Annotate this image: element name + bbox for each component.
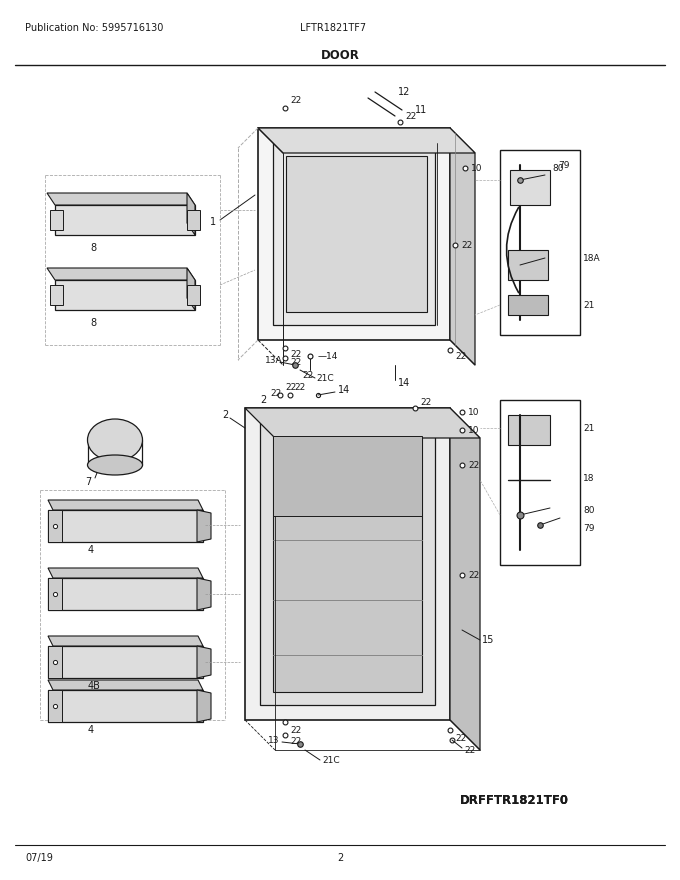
Text: 22: 22: [405, 112, 416, 121]
Text: 10: 10: [471, 164, 483, 172]
Text: —14: —14: [318, 351, 339, 361]
Polygon shape: [187, 268, 195, 310]
Polygon shape: [245, 408, 450, 720]
Polygon shape: [197, 510, 211, 542]
Text: 21: 21: [583, 300, 594, 310]
Text: 13A: 13A: [265, 356, 283, 364]
Ellipse shape: [88, 419, 143, 461]
Text: 4: 4: [88, 725, 94, 735]
Text: 18: 18: [583, 473, 594, 482]
Ellipse shape: [88, 455, 143, 475]
Text: 22: 22: [290, 737, 301, 745]
Polygon shape: [197, 646, 211, 678]
Text: Publication No: 5995716130: Publication No: 5995716130: [25, 23, 163, 33]
Polygon shape: [48, 578, 203, 610]
Text: 21C: 21C: [322, 756, 339, 765]
Polygon shape: [48, 646, 203, 678]
Polygon shape: [258, 128, 450, 340]
Text: 22: 22: [468, 570, 479, 580]
Text: 8: 8: [90, 243, 96, 253]
Polygon shape: [273, 436, 422, 692]
Text: DOOR: DOOR: [320, 48, 360, 62]
Text: 21: 21: [583, 423, 594, 432]
Polygon shape: [48, 510, 203, 542]
Text: 22: 22: [285, 383, 296, 392]
Polygon shape: [48, 690, 203, 722]
Text: 22: 22: [290, 349, 301, 358]
Text: 22: 22: [420, 398, 431, 407]
Polygon shape: [48, 636, 203, 646]
Polygon shape: [197, 690, 211, 722]
Polygon shape: [450, 128, 475, 365]
Text: 22: 22: [270, 388, 282, 398]
Text: 4: 4: [88, 545, 94, 555]
Text: 22: 22: [464, 745, 475, 754]
Polygon shape: [273, 436, 422, 516]
Polygon shape: [508, 295, 548, 315]
Polygon shape: [48, 568, 203, 578]
Polygon shape: [450, 408, 480, 750]
Polygon shape: [187, 285, 200, 305]
Polygon shape: [245, 408, 480, 438]
Text: 12: 12: [398, 87, 410, 97]
Text: 22: 22: [290, 96, 301, 105]
Text: LFTR1821TF7: LFTR1821TF7: [300, 23, 366, 33]
Text: 7: 7: [85, 477, 91, 487]
Text: 07/19: 07/19: [25, 853, 53, 863]
Text: 80: 80: [552, 164, 564, 172]
Polygon shape: [197, 578, 211, 610]
Bar: [500, 150, 580, 335]
Polygon shape: [55, 205, 195, 235]
Polygon shape: [508, 415, 550, 445]
Polygon shape: [55, 280, 195, 310]
Polygon shape: [48, 510, 62, 542]
Polygon shape: [510, 170, 550, 205]
Polygon shape: [258, 128, 475, 153]
Text: 10: 10: [468, 407, 479, 416]
Text: 10: 10: [468, 426, 479, 435]
Text: 22: 22: [302, 370, 313, 379]
Text: 21C: 21C: [316, 373, 334, 383]
Polygon shape: [50, 285, 63, 305]
Text: 22: 22: [290, 725, 301, 735]
Text: 15: 15: [482, 635, 494, 645]
Text: 11: 11: [415, 105, 427, 115]
Polygon shape: [273, 143, 435, 325]
Polygon shape: [47, 193, 195, 205]
Bar: [500, 400, 580, 565]
Polygon shape: [48, 578, 62, 610]
Text: 2: 2: [337, 853, 343, 863]
Text: 13: 13: [268, 736, 279, 744]
Text: 4B: 4B: [88, 681, 101, 691]
Text: 18A: 18A: [583, 253, 600, 262]
Text: 14: 14: [338, 385, 350, 395]
Polygon shape: [260, 423, 435, 705]
Text: 22: 22: [294, 383, 305, 392]
Polygon shape: [286, 156, 427, 312]
Text: 8: 8: [90, 318, 96, 328]
Polygon shape: [187, 210, 200, 230]
Text: 22: 22: [461, 240, 472, 250]
Text: DRFFTR1821TF0: DRFFTR1821TF0: [460, 794, 569, 806]
Polygon shape: [48, 690, 62, 722]
Text: 79: 79: [558, 160, 569, 170]
Polygon shape: [50, 210, 63, 230]
Text: 2: 2: [260, 395, 267, 405]
Text: 22: 22: [468, 460, 479, 470]
Text: 22: 22: [290, 357, 301, 366]
Text: 79: 79: [583, 524, 594, 532]
Text: 1: 1: [210, 217, 216, 227]
Text: 14: 14: [398, 378, 410, 388]
Text: 22: 22: [455, 734, 466, 743]
Text: 80: 80: [583, 505, 594, 515]
Polygon shape: [48, 500, 203, 510]
Text: 22: 22: [455, 351, 466, 361]
Polygon shape: [48, 646, 62, 678]
Polygon shape: [47, 268, 195, 280]
Polygon shape: [187, 193, 195, 235]
Text: DRFFTR1821TF0: DRFFTR1821TF0: [460, 794, 569, 806]
Polygon shape: [508, 250, 548, 280]
Text: 2: 2: [222, 410, 228, 420]
Polygon shape: [48, 680, 203, 690]
